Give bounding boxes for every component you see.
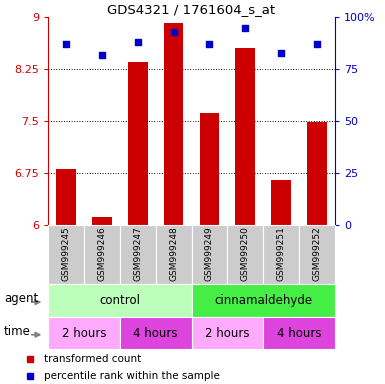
Title: GDS4321 / 1761604_s_at: GDS4321 / 1761604_s_at bbox=[107, 3, 276, 16]
Bar bbox=[192, 225, 228, 284]
Bar bbox=[128, 62, 147, 225]
Bar bbox=[164, 23, 184, 225]
Text: GSM999252: GSM999252 bbox=[313, 226, 321, 281]
Text: percentile rank within the sample: percentile rank within the sample bbox=[44, 371, 219, 381]
Text: GSM999248: GSM999248 bbox=[169, 226, 178, 281]
Point bbox=[242, 25, 248, 31]
Bar bbox=[120, 317, 192, 349]
Point bbox=[314, 41, 320, 47]
Text: 4 hours: 4 hours bbox=[134, 327, 178, 339]
Bar bbox=[199, 113, 219, 225]
Text: GSM999245: GSM999245 bbox=[62, 226, 70, 281]
Bar bbox=[263, 225, 299, 284]
Bar bbox=[56, 169, 76, 225]
Bar bbox=[84, 225, 120, 284]
Bar bbox=[192, 317, 263, 349]
Text: cinnamaldehyde: cinnamaldehyde bbox=[214, 294, 312, 307]
Text: control: control bbox=[99, 294, 140, 307]
Bar bbox=[156, 225, 192, 284]
Bar bbox=[263, 317, 335, 349]
Point bbox=[63, 41, 69, 47]
Bar bbox=[307, 122, 327, 225]
Bar bbox=[236, 48, 255, 225]
Point bbox=[135, 39, 141, 45]
Text: GSM999251: GSM999251 bbox=[277, 226, 286, 281]
Text: 4 hours: 4 hours bbox=[277, 327, 321, 339]
Point bbox=[278, 50, 284, 56]
Text: time: time bbox=[4, 325, 31, 338]
Bar bbox=[92, 217, 112, 225]
Point bbox=[99, 51, 105, 58]
Text: agent: agent bbox=[4, 292, 38, 305]
Point bbox=[206, 41, 213, 47]
Bar bbox=[299, 225, 335, 284]
Bar bbox=[120, 225, 156, 284]
Text: GSM999247: GSM999247 bbox=[133, 226, 142, 281]
Text: 2 hours: 2 hours bbox=[62, 327, 106, 339]
Text: GSM999250: GSM999250 bbox=[241, 226, 250, 281]
Text: 2 hours: 2 hours bbox=[205, 327, 249, 339]
Bar bbox=[48, 225, 84, 284]
Bar bbox=[48, 284, 192, 317]
Text: GSM999249: GSM999249 bbox=[205, 226, 214, 281]
Text: transformed count: transformed count bbox=[44, 354, 141, 364]
Text: GSM999246: GSM999246 bbox=[97, 226, 106, 281]
Point bbox=[171, 29, 177, 35]
Bar bbox=[228, 225, 263, 284]
Bar bbox=[271, 180, 291, 225]
Bar bbox=[48, 317, 120, 349]
Bar bbox=[192, 284, 335, 317]
